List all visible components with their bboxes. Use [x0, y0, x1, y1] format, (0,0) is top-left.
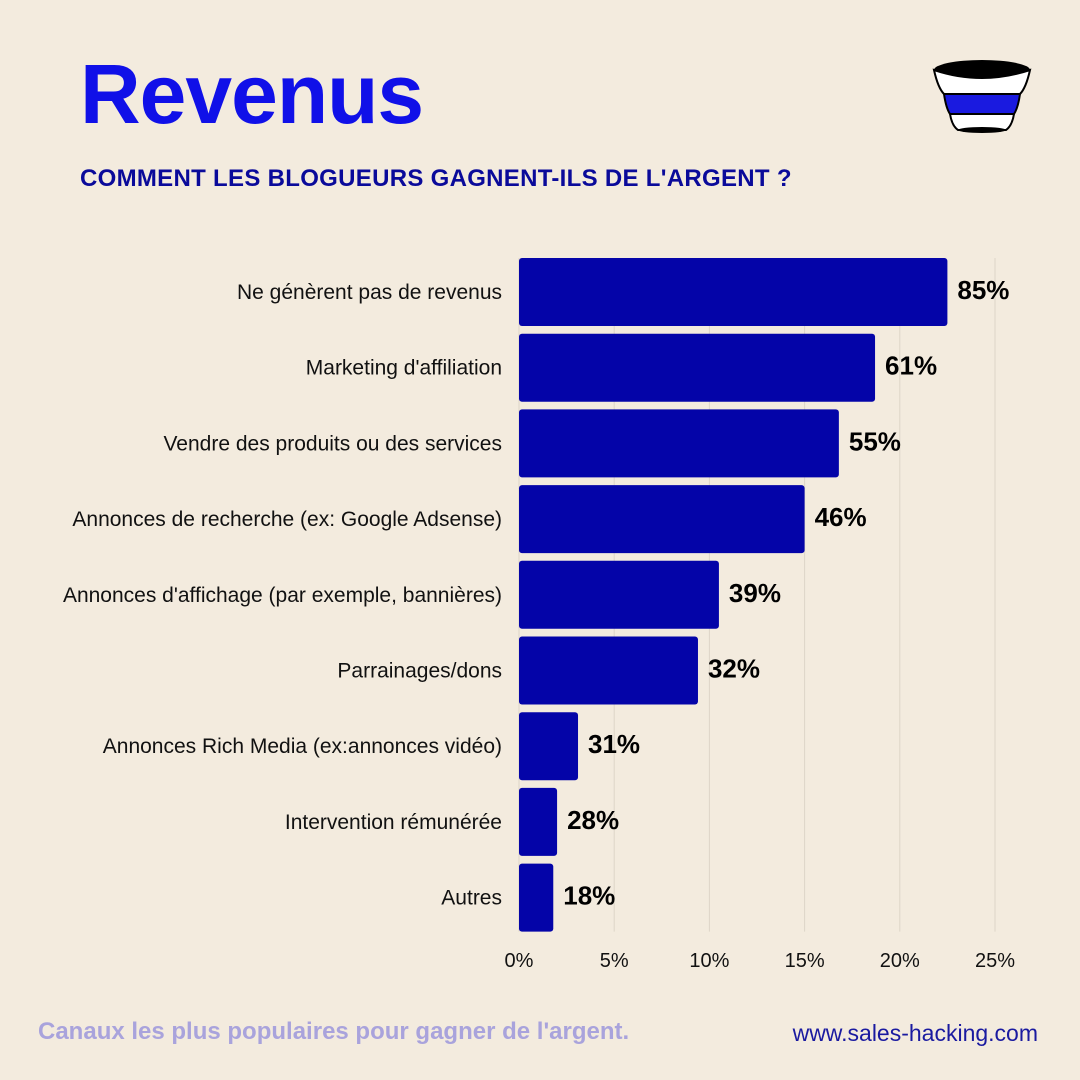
- bar: [519, 560, 719, 629]
- bar: [519, 333, 876, 402]
- x-tick-label: 0%: [505, 950, 534, 972]
- page-title: Revenus: [80, 47, 424, 141]
- category-label: Marketing d'affiliation: [306, 357, 502, 380]
- data-label: 85%: [957, 275, 1009, 305]
- data-label: 55%: [849, 426, 901, 456]
- bar: [519, 787, 558, 856]
- bar: [519, 863, 554, 932]
- category-label: Annonces Rich Media (ex:annonces vidéo): [103, 735, 502, 758]
- data-label: 28%: [567, 805, 619, 835]
- data-label: 31%: [588, 729, 640, 759]
- x-tick-label: 10%: [689, 950, 729, 972]
- category-label: Intervention rémunérée: [285, 811, 502, 834]
- x-tick-label: 15%: [785, 950, 825, 972]
- bar: [519, 485, 805, 554]
- x-tick-label: 20%: [880, 950, 920, 972]
- bar: [519, 712, 579, 781]
- category-label: Annonces de recherche (ex: Google Adsens…: [72, 508, 502, 531]
- category-label: Annonces d'affichage (par exemple, banni…: [63, 584, 502, 607]
- website-link[interactable]: www.sales-hacking.com: [792, 1020, 1038, 1046]
- category-label: Vendre des produits ou des services: [163, 432, 502, 455]
- data-label: 18%: [563, 881, 615, 911]
- bar: [519, 258, 948, 326]
- funnel-icon: [932, 60, 1032, 133]
- data-label: 32%: [708, 654, 760, 684]
- page-subtitle: COMMENT LES BLOGUEURS GAGNENT-ILS DE L'A…: [80, 165, 792, 192]
- bar: [519, 409, 839, 478]
- bar-chart: 0% 5% 10% 15% 20% 25% Ne génèrent pas de reven…: [63, 258, 1015, 972]
- data-label: 61%: [885, 351, 937, 381]
- data-label: 46%: [815, 502, 867, 532]
- x-tick-label: 5%: [600, 950, 629, 972]
- category-label: Ne génèrent pas de revenus: [237, 281, 502, 304]
- data-label: 39%: [729, 578, 781, 608]
- category-label: Autres: [441, 887, 502, 910]
- bar: [519, 636, 698, 705]
- x-tick-label: 25%: [975, 950, 1015, 972]
- chart-caption: Canaux les plus populaires pour gagner d…: [38, 1018, 630, 1045]
- category-label: Parrainages/dons: [337, 660, 502, 683]
